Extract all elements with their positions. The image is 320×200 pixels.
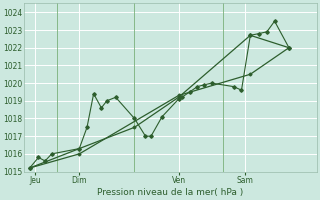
X-axis label: Pression niveau de la mer( hPa ): Pression niveau de la mer( hPa ): [97, 188, 244, 197]
